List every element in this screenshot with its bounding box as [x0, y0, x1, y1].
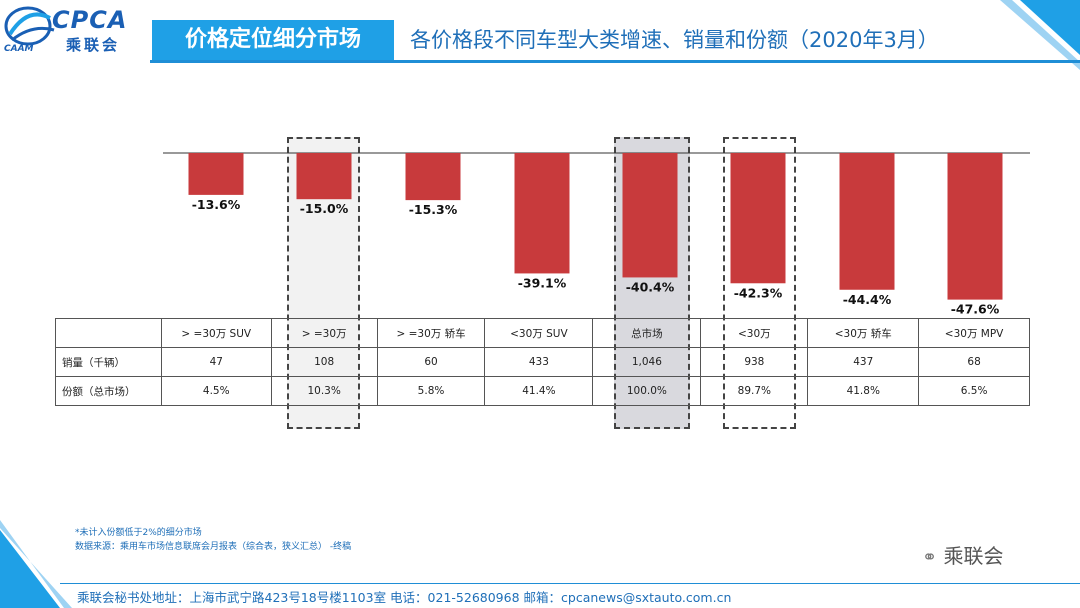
- wechat-icon: ⚭: [922, 547, 938, 568]
- table-cell: 437: [807, 347, 920, 377]
- bar-value-label: -15.3%: [409, 202, 458, 217]
- bar-value-label: -13.6%: [192, 197, 241, 212]
- table-cell: 41.4%: [484, 376, 594, 406]
- bar-4: [622, 153, 678, 278]
- table-cell: 100.0%: [592, 376, 702, 406]
- table-corner-cell: [55, 318, 162, 348]
- table-cell: 10.3%: [270, 376, 378, 406]
- top-right-accent: [1020, 0, 1080, 55]
- table-cell: 1,046: [592, 347, 702, 377]
- bar-value-label: -39.1%: [518, 275, 567, 290]
- table-cell: 6.5%: [918, 376, 1030, 406]
- footer-address: 乘联会秘书处地址：上海市武宁路423号18号楼1103室 电话：021-5268…: [77, 590, 732, 605]
- logo-globe-icon: [4, 6, 55, 46]
- bar-value-label: -47.6%: [951, 302, 1000, 317]
- table-header-cell: 总市场: [592, 318, 702, 348]
- table-cell: 938: [700, 347, 809, 377]
- page-title: 价格定位细分市场: [152, 20, 394, 60]
- bar-1: [296, 153, 352, 200]
- logo-cn-text: 乘联会: [66, 36, 121, 54]
- highlight-box-lt30: [723, 137, 796, 429]
- table-row-label: 份额（总市场）: [55, 376, 162, 406]
- table-header-cell: <30万: [700, 318, 809, 348]
- bar-value-label: -42.3%: [734, 285, 783, 300]
- data-table: > =30万 SUV > =30万 > =30万 轿车 <30万 SUV 总市场…: [55, 318, 1030, 406]
- table-cell: 41.8%: [807, 376, 920, 406]
- table-row-sales: 销量（千辆） 47 108 60 433 1,046 938 437 68: [55, 347, 1030, 377]
- bar-value-label: -44.4%: [843, 292, 892, 307]
- bar-value-label: -15.0%: [300, 201, 349, 216]
- table-header-cell: > =30万 SUV: [160, 318, 272, 348]
- bar-value-label: -40.4%: [626, 279, 675, 294]
- bar-0: [188, 153, 244, 195]
- table-header-row: > =30万 SUV > =30万 > =30万 轿车 <30万 SUV 总市场…: [55, 318, 1030, 348]
- table-cell: 433: [484, 347, 594, 377]
- table-cell: 89.7%: [700, 376, 809, 406]
- table-row-label: 销量（千辆）: [55, 347, 162, 377]
- table-cell: 108: [270, 347, 378, 377]
- table-header-cell: > =30万 轿车: [376, 318, 486, 348]
- top-right-accent-light: [1000, 0, 1080, 70]
- table-cell: 47: [160, 347, 272, 377]
- table-cell: 4.5%: [160, 376, 272, 406]
- footer-divider: [60, 583, 1080, 584]
- note-source: 数据来源：乘用车市场信息联席会月报表（综合表，狭义汇总） -终稿: [75, 542, 352, 552]
- logo-cpca-text: CPCA: [52, 6, 128, 34]
- table-cell: 60: [376, 347, 486, 377]
- bar-2: [405, 153, 461, 201]
- wechat-watermark: ⚭ 乘联会: [922, 540, 1003, 569]
- table-header-cell: <30万 SUV: [484, 318, 594, 348]
- table-row-share: 份额（总市场） 4.5% 10.3% 5.8% 41.4% 100.0% 89.…: [55, 376, 1030, 406]
- bottom-left-accent: [0, 530, 60, 608]
- table-cell: 68: [918, 347, 1030, 377]
- cpca-logo: CPCA 乘联会 CAAM: [0, 0, 150, 62]
- page-subtitle: 各价格段不同车型大类增速、销量和份额（2020年3月）: [410, 28, 939, 52]
- bar-7: [947, 153, 1003, 300]
- wechat-label: 乘联会: [943, 544, 1004, 568]
- table-cell: 5.8%: [376, 376, 486, 406]
- bar-6: [839, 153, 895, 290]
- table-header-cell: <30万 MPV: [918, 318, 1030, 348]
- table-header-cell: > =30万: [270, 318, 378, 348]
- table-header-cell: <30万 轿车: [807, 318, 920, 348]
- note-footnote: *未计入份额低于2%的细分市场: [75, 528, 202, 538]
- header-divider: [150, 60, 1080, 63]
- bar-chart: -13.6% -15.0% -15.3% -39.1% -40.4% -42.3% -44.…: [163, 152, 1030, 317]
- logo-caam-text: CAAM: [4, 44, 34, 54]
- bar-5: [730, 153, 786, 284]
- bar-3: [514, 153, 570, 274]
